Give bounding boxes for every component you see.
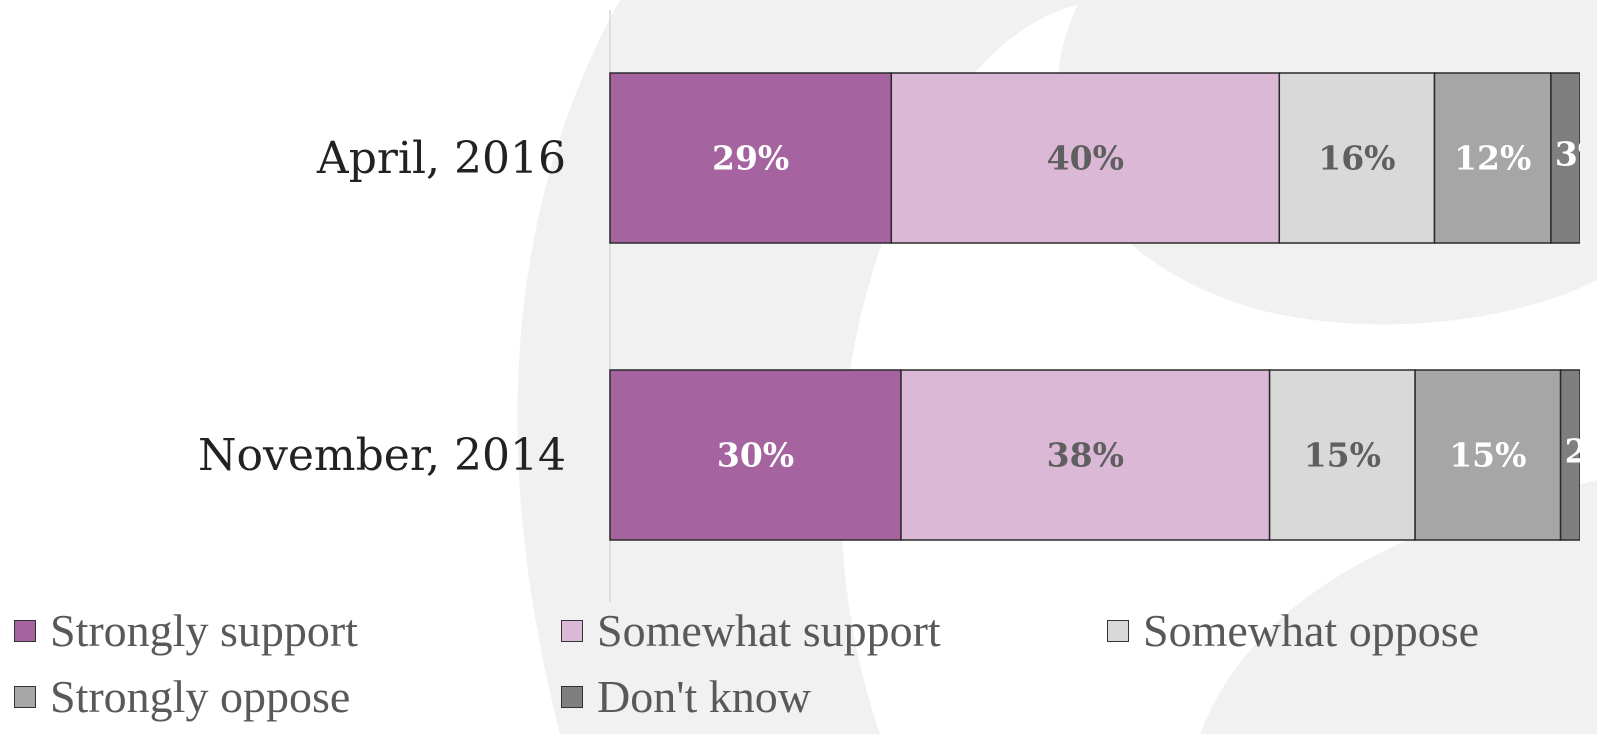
legend-item-strongly-oppose: Strongly oppose: [14, 670, 350, 723]
legend-label: Strongly support: [50, 605, 358, 656]
bar-somewhat-oppose-april-2016: [1278, 72, 1436, 244]
legend-label: Don't know: [597, 671, 812, 722]
legend-label: Strongly oppose: [50, 671, 351, 722]
category-label-november-2014: November, 2014: [198, 430, 566, 481]
bar-strongly-support-april-2016: [609, 72, 893, 244]
data-label-somewhat-support-april-2016: 40%: [1047, 139, 1124, 178]
data-label-strongly-support-november-2014: 30%: [717, 436, 794, 475]
bar-don-t-know-november-2014: [1559, 369, 1580, 541]
bar-don-t-know-april-2016: [1550, 72, 1580, 244]
category-label-april-2016: April, 2016: [316, 133, 566, 184]
data-label-strongly-oppose-april-2016: 12%: [1454, 139, 1531, 178]
legend-swatch-don-t-know: [561, 685, 583, 708]
legend-item-somewhat-oppose: Somewhat oppose: [1107, 604, 1479, 657]
data-label-strongly-oppose-november-2014: 15%: [1449, 436, 1526, 475]
data-label-somewhat-support-november-2014: 38%: [1047, 436, 1124, 475]
legend-label: Somewhat support: [597, 605, 941, 656]
data-label-somewhat-oppose-november-2014: 15%: [1304, 436, 1381, 475]
legend-swatch-somewhat-support: [561, 619, 583, 642]
data-label-don-t-know-april-2016: 3%: [1555, 135, 1597, 174]
legend-item-somewhat-support: Somewhat support: [561, 604, 941, 657]
category-labels: April, 2016 November, 2014: [198, 133, 566, 481]
bar-somewhat-support-april-2016: [890, 72, 1281, 244]
data-label-strongly-support-april-2016: 29%: [712, 139, 789, 178]
legend-label: Somewhat oppose: [1143, 605, 1480, 656]
legend-item-don-t-know: Don't know: [561, 670, 811, 723]
legend-swatch-strongly-oppose: [14, 685, 36, 708]
legend-swatch-somewhat-oppose: [1107, 619, 1129, 642]
legend-swatch-strongly-support: [14, 619, 36, 642]
bar-somewhat-support-november-2014: [900, 369, 1271, 541]
data-label-don-t-know-november-2014: 2%: [1565, 432, 1597, 471]
bars-group: 29% 40% 16% 12% 3% 30% 38% 15% 15% 2%: [609, 72, 1597, 541]
data-label-somewhat-oppose-april-2016: 16%: [1318, 139, 1395, 178]
bar-strongly-oppose-november-2014: [1414, 369, 1562, 541]
legend-item-strongly-support: Strongly support: [14, 604, 358, 657]
bar-somewhat-oppose-november-2014: [1268, 369, 1416, 541]
